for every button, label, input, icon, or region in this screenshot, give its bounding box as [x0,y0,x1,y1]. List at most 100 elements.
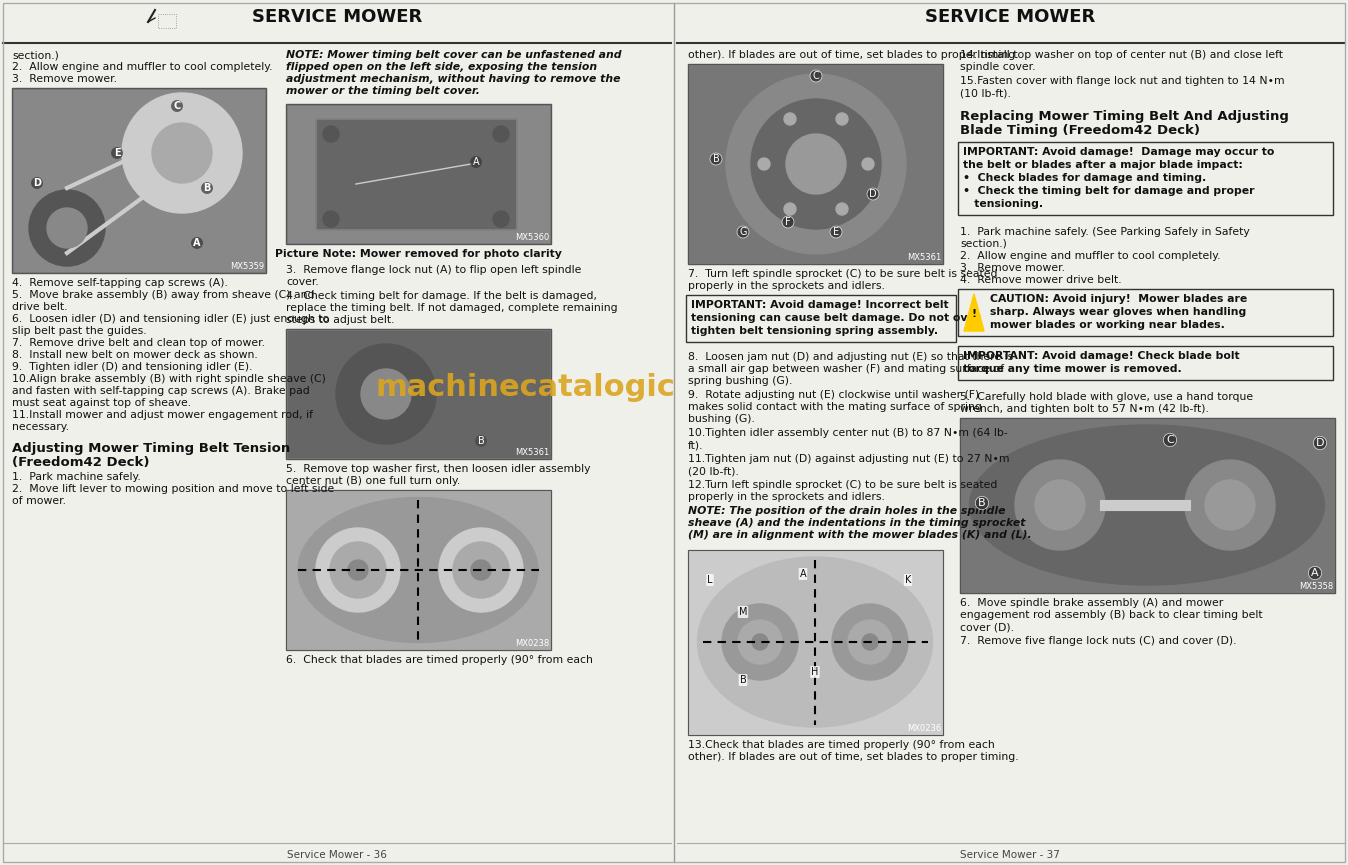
Bar [286,104,551,244]
Text: 9.  Rotate adjusting nut (E) clockwise until washer (F): 9. Rotate adjusting nut (E) clockwise un… [687,390,979,400]
Bar [958,346,1333,380]
Text: 12.Turn left spindle sprocket (C) to be sure belt is seated: 12.Turn left spindle sprocket (C) to be … [687,480,998,490]
Circle shape [1015,460,1105,550]
Text: SERVICE MOWER: SERVICE MOWER [925,8,1095,26]
Bar [687,64,944,264]
Bar [960,418,1335,593]
Text: (10 lb-ft).: (10 lb-ft). [960,88,1011,98]
Text: B: B [204,183,210,193]
Text: •  Check the timing belt for damage and proper: • Check the timing belt for damage and p… [962,186,1255,196]
Text: makes solid contact with the mating surface of spring: makes solid contact with the mating surf… [687,402,981,412]
Text: replace the timing belt. If not damaged, complete remaining: replace the timing belt. If not damaged,… [286,303,617,313]
Bar [286,329,551,459]
Text: E: E [113,148,120,158]
Text: A: A [473,157,480,167]
Text: CAUTION: Avoid injury!  Mower blades are: CAUTION: Avoid injury! Mower blades are [989,294,1247,304]
Text: a small air gap between washer (F) and mating surface of: a small air gap between washer (F) and m… [687,364,1004,374]
Text: cover (D).: cover (D). [960,622,1014,632]
Text: steps to adjust belt.: steps to adjust belt. [286,315,395,325]
Text: 15.Fasten cover with flange lock nut and tighten to 14 N•m: 15.Fasten cover with flange lock nut and… [960,76,1285,86]
Text: MX5358: MX5358 [1298,582,1333,591]
Text: necessary.: necessary. [12,422,69,432]
Circle shape [836,203,848,215]
Text: B: B [713,154,720,164]
Bar [962,420,1333,591]
Circle shape [453,542,510,598]
Text: 3.  Remove mower.: 3. Remove mower. [960,263,1065,273]
Circle shape [832,604,909,680]
Text: drive belt.: drive belt. [12,302,67,312]
Circle shape [1035,480,1085,530]
Bar [286,329,551,459]
Text: engagement rod assembly (B) back to clear timing belt: engagement rod assembly (B) back to clea… [960,610,1263,620]
Text: MX5361: MX5361 [907,253,941,262]
Text: Picture Note: Mower removed for photo clarity: Picture Note: Mower removed for photo cl… [275,249,561,259]
Circle shape [361,369,411,419]
Text: IMPORTANT: Avoid damage! Check blade bolt: IMPORTANT: Avoid damage! Check blade bol… [962,351,1240,361]
Bar [286,104,551,244]
Circle shape [493,211,510,227]
Text: K: K [905,575,911,585]
Text: L: L [708,575,713,585]
Circle shape [461,369,531,439]
Text: wrench, and tighten bolt to 57 N•m (42 lb-ft).: wrench, and tighten bolt to 57 N•m (42 l… [960,404,1209,414]
Text: 11.Tighten jam nut (D) against adjusting nut (E) to 27 N•m: 11.Tighten jam nut (D) against adjusting… [687,454,1010,464]
Text: IMPORTANT: Avoid damage! Incorrect belt: IMPORTANT: Avoid damage! Incorrect belt [692,300,949,310]
Text: must seat against top of sheave.: must seat against top of sheave. [12,398,191,408]
Text: Replacing Mower Timing Belt And Adjusting: Replacing Mower Timing Belt And Adjustin… [960,110,1289,123]
Text: A: A [1312,568,1318,578]
Text: SERVICE MOWER: SERVICE MOWER [252,8,422,26]
Circle shape [737,620,782,664]
Text: D: D [32,178,40,188]
Bar [686,295,956,342]
Text: (M) are in alignment with the mower blades (K) and (L).: (M) are in alignment with the mower blad… [687,530,1031,540]
Text: B: B [740,675,747,685]
Bar [958,142,1333,215]
Circle shape [348,560,368,580]
Circle shape [786,134,847,194]
Text: 5.  Remove top washer first, then loosen idler assembly: 5. Remove top washer first, then loosen … [286,464,590,474]
Circle shape [324,211,338,227]
Bar [690,66,941,262]
Text: NOTE: The position of the drain holes in the spindle: NOTE: The position of the drain holes in… [687,506,1006,516]
Circle shape [493,126,510,142]
Bar [958,289,1333,336]
Text: 4.  Check timing belt for damage. If the belt is damaged,: 4. Check timing belt for damage. If the … [286,291,597,301]
Circle shape [47,208,88,248]
Text: (20 lb-ft).: (20 lb-ft). [687,466,739,476]
Circle shape [324,126,338,142]
Circle shape [439,528,523,612]
Bar [690,552,941,733]
Circle shape [848,620,892,664]
Text: •  Check blades for damage and timing.: • Check blades for damage and timing. [962,173,1206,183]
Text: section.): section.) [12,50,59,60]
Text: tighten belt tensioning spring assembly.: tighten belt tensioning spring assembly. [692,326,938,336]
Text: tensioning can cause belt damage. Do not over: tensioning can cause belt damage. Do not… [692,313,980,323]
Bar [286,490,551,650]
Circle shape [336,344,435,444]
Text: 1.  Park machine safely. (See Parking Safely in Safety: 1. Park machine safely. (See Parking Saf… [960,227,1250,237]
Text: 7.  Remove drive belt and clean top of mower.: 7. Remove drive belt and clean top of mo… [12,338,266,348]
Circle shape [30,190,105,266]
Bar [687,550,944,735]
Text: tensioning.: tensioning. [962,199,1043,209]
Circle shape [1205,480,1255,530]
Text: and fasten with self-tapping cap screws (A). Brake pad: and fasten with self-tapping cap screws … [12,386,310,396]
Text: spindle cover.: spindle cover. [960,62,1035,72]
Circle shape [752,634,768,650]
Circle shape [470,560,491,580]
Text: sheave (A) and the indentations in the timing sprocket: sheave (A) and the indentations in the t… [687,518,1026,528]
Bar [12,88,266,273]
Text: 3.  Remove flange lock nut (A) to flip open left spindle: 3. Remove flange lock nut (A) to flip op… [286,265,581,275]
Text: other). If blades are out of time, set blades to proper timing.: other). If blades are out of time, set b… [687,50,1019,60]
Text: E: E [833,227,838,237]
Text: mower blades or working near blades.: mower blades or working near blades. [989,320,1225,330]
Bar [687,64,944,264]
Bar [12,88,266,273]
Text: adjustment mechanism, without having to remove the: adjustment mechanism, without having to … [286,74,620,84]
Text: Service Mower - 37: Service Mower - 37 [960,850,1060,860]
Text: section.): section.) [960,239,1007,249]
Text: 7.  Turn left spindle sprocket (C) to be sure belt is seated: 7. Turn left spindle sprocket (C) to be … [687,269,998,279]
Text: mower or the timing belt cover.: mower or the timing belt cover. [286,86,480,96]
Text: Service Mower - 36: Service Mower - 36 [287,850,387,860]
